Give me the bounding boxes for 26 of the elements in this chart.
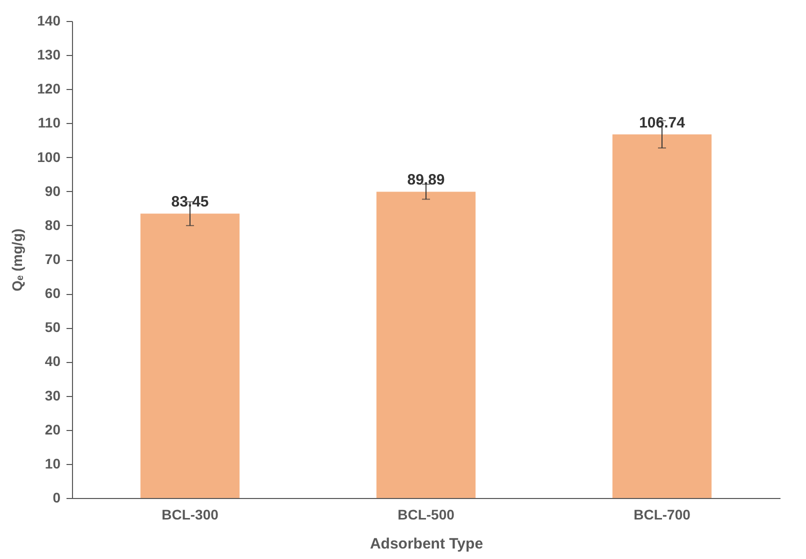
y-tick-label: 90 bbox=[44, 182, 61, 199]
y-tick-label: 80 bbox=[44, 216, 61, 233]
data-label: 83.45 bbox=[171, 194, 209, 211]
y-tick-label: 70 bbox=[44, 251, 61, 267]
bar bbox=[612, 134, 712, 498]
x-tick-label: BCL-300 bbox=[162, 506, 219, 522]
bar bbox=[376, 192, 476, 498]
data-label: 106.74 bbox=[639, 114, 686, 132]
y-axis-title: Qₑ (mg/g) bbox=[9, 228, 26, 292]
y-tick-label: 20 bbox=[44, 421, 61, 438]
y-tick-label: 130 bbox=[37, 46, 61, 63]
y-tick-label: 60 bbox=[44, 285, 61, 302]
y-tick-label: 120 bbox=[37, 80, 61, 97]
y-tick-label: 140 bbox=[37, 12, 61, 28]
y-tick-label: 10 bbox=[44, 455, 61, 472]
bar bbox=[140, 214, 240, 498]
x-axis-title: Adsorbent Type bbox=[370, 536, 484, 552]
y-tick-label: 30 bbox=[44, 387, 61, 404]
y-tick-label: 100 bbox=[37, 148, 61, 165]
x-tick-label: BCL-500 bbox=[398, 506, 455, 522]
y-tick-label: 0 bbox=[52, 490, 61, 506]
data-label: 89.89 bbox=[407, 172, 445, 189]
x-tick-label: BCL-700 bbox=[634, 506, 691, 522]
y-tick-label: 110 bbox=[38, 114, 61, 131]
y-tick-label: 40 bbox=[44, 353, 61, 370]
y-tick-label: 50 bbox=[44, 319, 61, 336]
